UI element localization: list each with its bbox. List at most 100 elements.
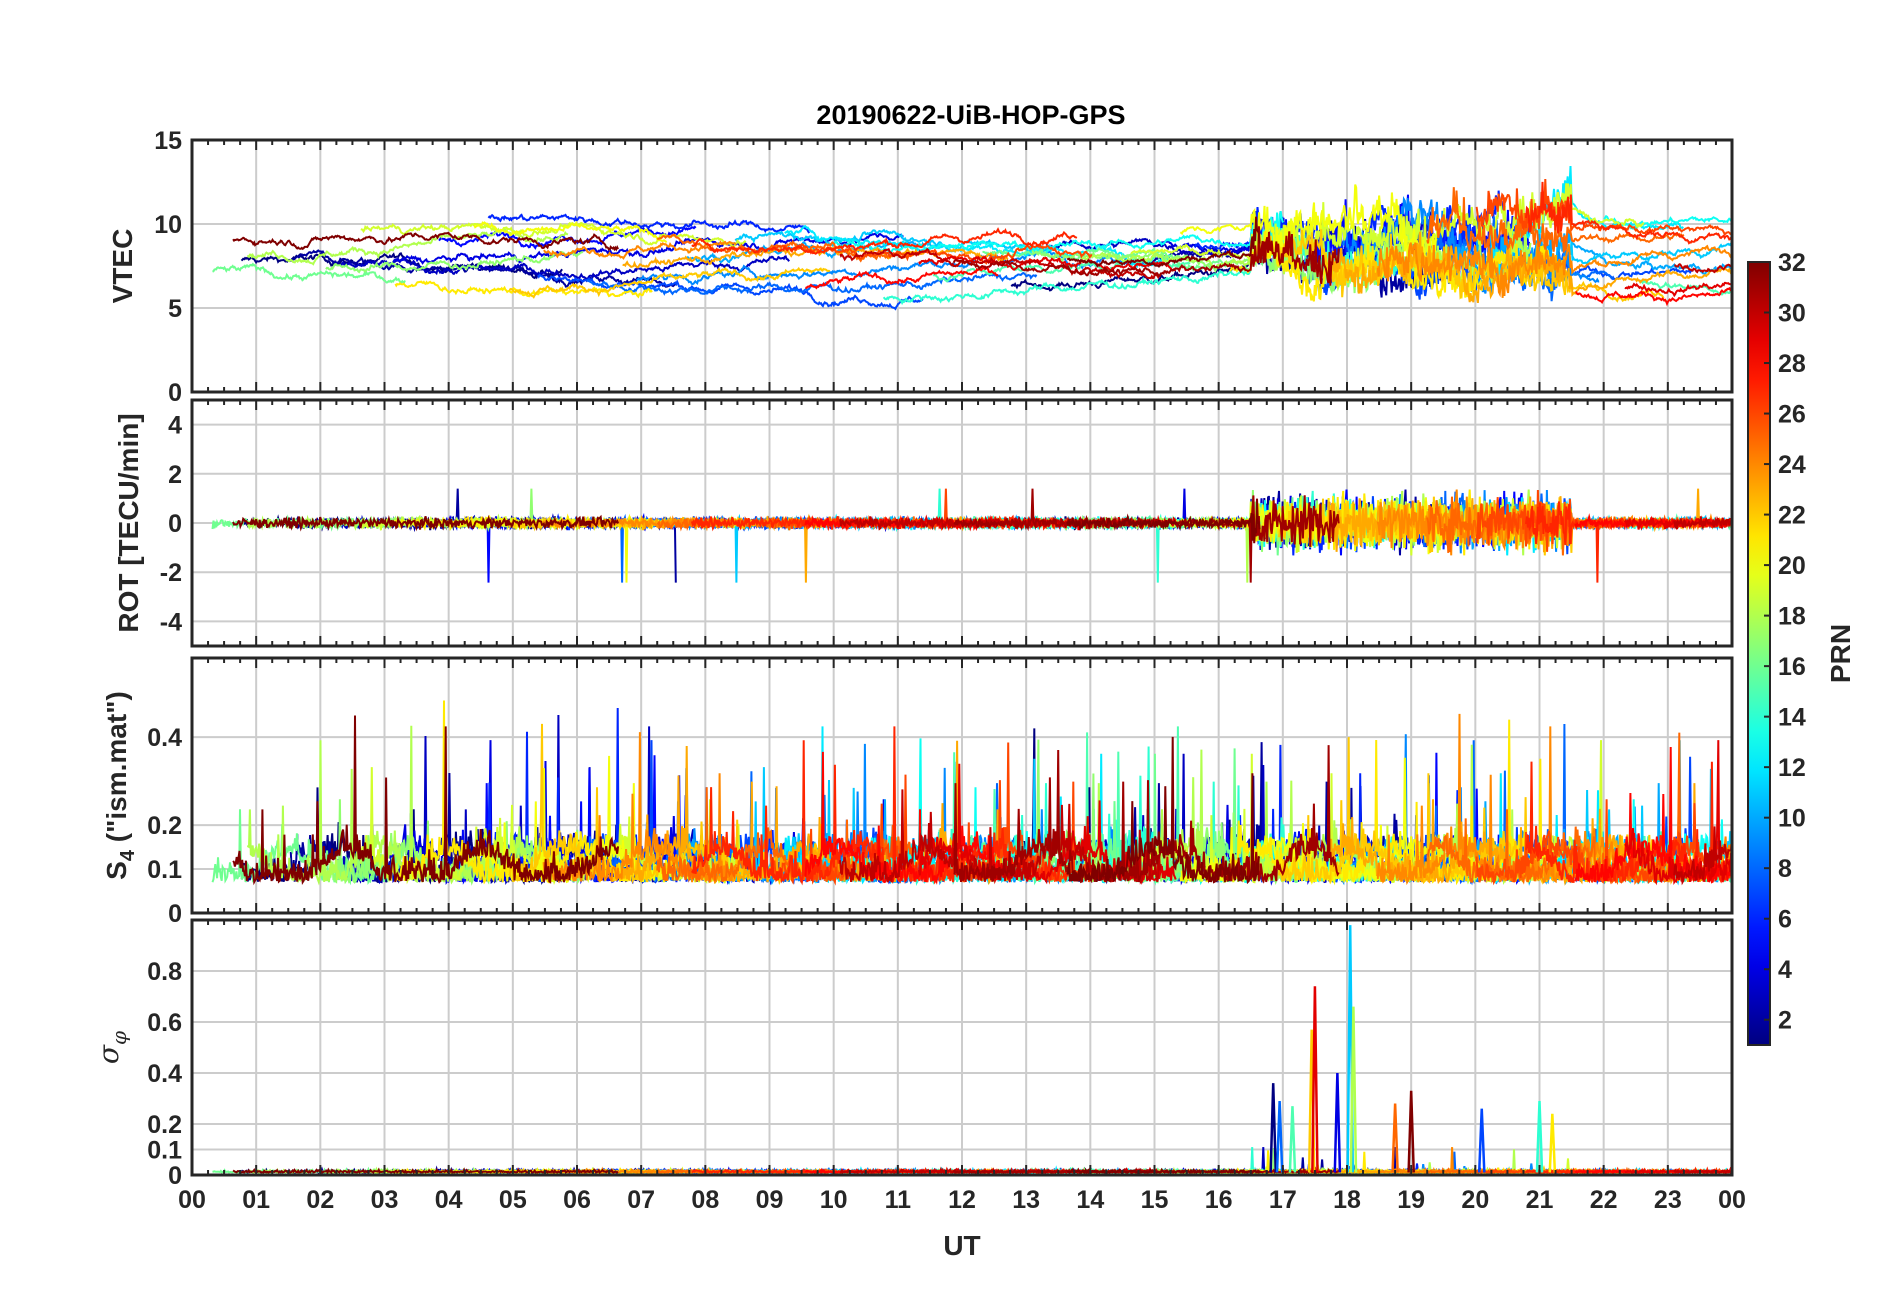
colorbar-tick-label: 18 [1778,603,1806,631]
colorbar-tick-label: 8 [1778,855,1792,883]
y-tick-label: 5 [168,295,182,323]
sigma-spike [1349,1006,1358,1173]
series-line-prn-31 [952,1166,1340,1175]
y-tick-label: 0 [168,900,182,928]
x-tick-label: 06 [563,1186,591,1214]
series-line-prn-32 [232,514,620,532]
series-line-prn-11 [1569,240,1732,265]
colorbar-tick-label: 28 [1778,350,1806,378]
series-line-prn-15 [1638,279,1732,296]
series-line-prn-6 [1193,190,1516,272]
x-tick-label: 23 [1654,1186,1682,1214]
figure-title: 20190622-UiB-HOP-GPS [816,100,1125,130]
x-tick-label: 17 [1269,1186,1297,1214]
series-line-prn-21 [394,700,654,885]
sigma-spike [1391,1103,1399,1173]
series-line-prn-30 [1673,826,1732,886]
y-axis-label: VTEC [107,229,138,304]
x-tick-label: 12 [948,1186,976,1214]
y-tick-label: 0 [168,379,182,407]
x-tick-label: 05 [499,1186,527,1214]
series-line-prn-28 [804,265,999,290]
x-tick-label: 02 [306,1186,334,1214]
series-line-prn-32 [1066,498,1261,544]
y-tick-label: 0.4 [147,1060,182,1088]
sigma-spike [1477,1108,1486,1173]
sigma-spike [1288,1106,1297,1173]
series-line-prn-17 [325,250,584,274]
series-line-prn-27 [1525,761,1732,884]
y-tick-label: 4 [168,412,182,440]
series-line-prn-21 [394,280,653,299]
x-tick-label: 21 [1526,1186,1554,1214]
y-tick-label: 0.6 [147,1009,182,1037]
gridlines [192,920,1732,1175]
series-line-prn-22 [508,266,831,299]
y-tick-label: 0.2 [147,1111,182,1139]
sigma-spike [1311,986,1319,1173]
x-tick-label: 15 [1141,1186,1169,1214]
colorbar-tick-label: 16 [1778,653,1806,681]
colorbar-tick-label: 24 [1778,451,1806,479]
series-line-prn-27 [691,227,1078,255]
series-line-prn-29 [1624,281,1732,298]
sigma-spike [1407,1090,1415,1173]
series-line-prn-20 [473,221,668,243]
y-tick-label: 0.2 [147,812,182,840]
y-tick-label: 2 [168,461,182,489]
x-tick-label: 22 [1590,1186,1618,1214]
y-axis-label: σφ [92,1031,131,1064]
series-group [212,165,1732,311]
colorbar-tick-label: 14 [1778,704,1806,732]
x-tick-label: 14 [1076,1186,1104,1214]
series-group [211,488,1732,583]
colorbar-tick-label: 6 [1778,906,1792,934]
x-tick-label: 18 [1333,1186,1361,1214]
x-tick-label: 13 [1012,1186,1040,1214]
series-line-prn-16 [211,809,406,886]
x-tick-label: 08 [691,1186,719,1214]
sigma-spike [1333,1072,1342,1173]
x-tick-label: 16 [1205,1186,1233,1214]
colorbar-tick-label: 26 [1778,401,1806,429]
y-axis-label: ROT [TECU/min] [113,413,144,632]
series-line-prn-24 [1376,241,1732,298]
x-axis-label: UT [943,1230,980,1261]
sigma-spike [1269,1083,1278,1173]
panel-vtec: 0 5 10 15 VTEC [107,127,1734,407]
series-line-prn-30 [1673,515,1732,531]
series-line-prn-5 [438,225,697,250]
y-tick-label: 0.8 [147,958,182,986]
series-line-prn-27 [690,514,1078,532]
y-tick-label: -2 [160,559,182,587]
series-line-prn-6 [487,213,811,234]
colorbar-tick-label: 4 [1778,956,1792,984]
x-tick-label: 00 [1718,1186,1746,1214]
series-line-prn-30 [839,247,1162,280]
series-line-prn-28 [1575,286,1732,307]
x-tick-label: 20 [1461,1186,1489,1214]
colorbar-label: PRN [1825,624,1856,683]
series-line-prn-29 [1624,740,1732,886]
series-line-prn-27 [1525,181,1732,245]
x-tick-label: 01 [242,1186,270,1214]
colorbar-tick-label: 20 [1778,552,1806,580]
x-tick-label: 11 [885,1186,912,1214]
x-tick-label: 03 [371,1186,399,1214]
x-tick-label: 04 [435,1186,463,1214]
series-line-prn-30 [1674,262,1732,274]
colorbar-tick-label: 12 [1778,754,1806,782]
x-tick-label: 10 [820,1186,848,1214]
series-line-prn-32 [1066,216,1261,268]
colorbar-scale [1747,261,1771,1046]
series-line-prn-20 [1180,184,1438,262]
y-tick-label: 0.4 [147,724,182,752]
series-line-prn-31 [952,226,1340,286]
series-line-prn-32 [232,715,620,886]
y-tick-label: -4 [160,608,182,636]
y-tick-label: 15 [154,127,182,155]
series-line-prn-3 [339,255,790,283]
sigma-spike [1275,1101,1284,1173]
